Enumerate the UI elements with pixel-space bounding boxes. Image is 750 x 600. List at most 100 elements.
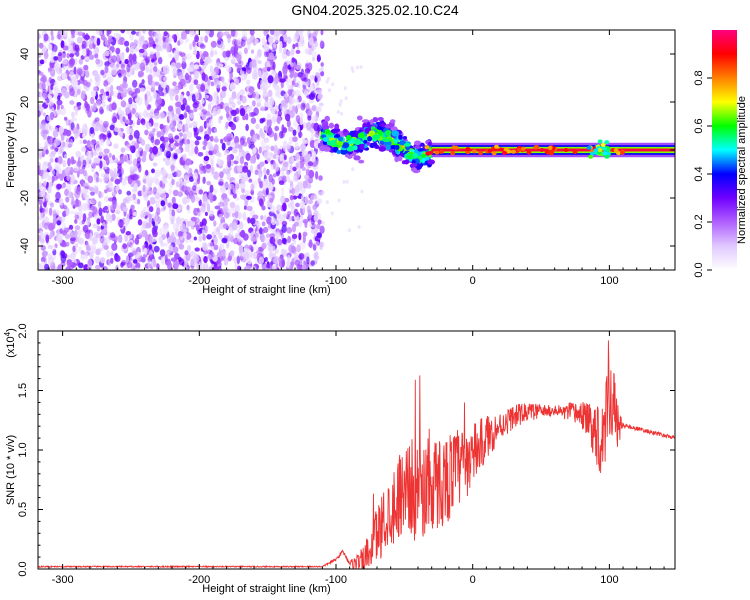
spectrogram-cell: [151, 58, 155, 63]
spectrogram-cell: [39, 106, 45, 112]
spectrogram-cell: [108, 197, 114, 202]
spectrogram-cell: [107, 38, 113, 43]
spectrogram-cell: [282, 202, 287, 212]
spectrogram-cell: [209, 65, 213, 73]
spectrogram-cell: [186, 158, 192, 166]
spectrogram-cell: [210, 50, 214, 58]
spectrogram-cell: [169, 246, 172, 254]
spectrogram-cell: [178, 258, 185, 266]
spectrogram-cell: [53, 127, 58, 132]
spectrogram-cell: [171, 196, 176, 205]
spectrogram-cell: [285, 113, 291, 122]
snr-frame: [37, 330, 676, 570]
spectrogram-cell: [270, 145, 275, 152]
spectrogram-x-axis-label: Height of straight line (km): [202, 284, 330, 296]
spectrogram-cell: [113, 173, 118, 180]
spectrogram-cell: [58, 52, 62, 57]
spectrogram-x-tick-label: -100: [325, 275, 347, 287]
spectrogram-cell: [96, 100, 102, 107]
spectrogram-cell: [191, 93, 196, 102]
spectrogram-cell: [246, 79, 251, 85]
spectrogram-cell: [168, 88, 174, 97]
spectrogram-cell: [106, 249, 110, 258]
spectrogram-cell: [353, 155, 361, 161]
spectrogram-cell: [124, 118, 130, 125]
spectrogram-cell: [308, 37, 314, 46]
spectrogram-cell: [267, 35, 274, 44]
spectrogram-cell: [308, 93, 315, 100]
spectrogram-cell: [64, 116, 68, 121]
spectrogram-cell: [193, 64, 200, 70]
spectrogram-cell: [287, 211, 292, 216]
spectrogram-cell: [40, 186, 47, 192]
spectrogram-cell: [100, 69, 105, 76]
spectrogram-cell: [526, 150, 532, 155]
spectrogram-cell: [40, 256, 46, 263]
spectrogram-cell: [202, 194, 208, 202]
spectrogram-cell: [292, 166, 297, 172]
spectrogram-cell: [286, 50, 291, 57]
spectrogram-cell: [366, 141, 371, 146]
spectrogram-cell: [353, 138, 361, 146]
spectrogram-cell: [113, 32, 120, 39]
spectrogram-cell: [328, 122, 334, 129]
spectrogram-cell: [325, 200, 329, 205]
spectrogram-cell: [160, 128, 165, 137]
spectrogram-cell: [438, 149, 444, 154]
spectrogram-cell: [130, 245, 134, 252]
colorbar-tick-label: 0.4: [693, 166, 705, 181]
spectrogram-cell: [80, 254, 85, 260]
spectrogram-cell: [193, 254, 200, 263]
spectrogram-cell: [242, 212, 247, 221]
spectrogram-cell: [172, 145, 177, 150]
snr-x-tick-label: 0: [470, 574, 476, 586]
spectrogram-cell: [185, 198, 191, 203]
spectrogram-cell: [257, 60, 262, 65]
spectrogram-cell: [261, 221, 266, 227]
spectrogram-cell: [302, 180, 308, 189]
spectrogram-cell: [114, 178, 121, 185]
spectrogram-cell: [103, 148, 110, 154]
spectrogram-cell: [245, 265, 252, 270]
spectrogram-cell: [98, 237, 103, 244]
spectrogram-cell: [152, 259, 157, 268]
spectrogram-cell: [259, 118, 264, 124]
spectrogram-cell: [326, 140, 335, 146]
spectrogram-cell: [547, 145, 553, 150]
spectrogram-cell: [229, 82, 236, 91]
spectrogram-cell: [339, 99, 343, 104]
spectrogram-cell: [111, 66, 117, 76]
spectrogram-cell: [161, 176, 167, 182]
spectrogram-cell: [122, 206, 128, 212]
spectrogram-cell: [314, 131, 320, 138]
spectrogram-cell: [295, 162, 299, 169]
spectrogram-cell: [491, 151, 497, 156]
spectrogram-cell: [147, 74, 153, 82]
spectrogram-cell: [164, 126, 168, 135]
spectrogram-cell: [145, 65, 149, 73]
spectrogram-cell: [152, 162, 158, 167]
spectrogram-cell: [41, 82, 46, 91]
spectrogram-cell: [248, 244, 253, 251]
spectrogram-cell: [211, 166, 215, 175]
spectrogram-cell: [215, 62, 221, 68]
spectrogram-cell: [231, 212, 236, 218]
spectrogram-cell: [180, 95, 184, 100]
spectrogram-cell: [237, 167, 243, 173]
spectrogram-cell: [268, 251, 273, 259]
spectrogram-cell: [293, 35, 298, 43]
spectrogram-cell: [309, 85, 314, 92]
spectrogram-cell: [342, 142, 349, 149]
spectrogram-cell: [130, 42, 137, 48]
spectrogram-cell: [152, 146, 159, 155]
spectrogram-cell: [250, 183, 255, 192]
snr-y-axis-label: SNR (10 * v/v): [5, 435, 17, 505]
spectrogram-cell: [97, 201, 102, 208]
spectrogram-cell: [120, 69, 127, 77]
spectrogram-cell: [292, 129, 297, 136]
spectrogram-cell: [225, 121, 229, 129]
spectrogram-cell: [61, 141, 66, 149]
spectrogram-cell: [210, 159, 214, 167]
spectrogram-cell: [119, 52, 125, 62]
spectrogram-cell: [62, 205, 68, 210]
